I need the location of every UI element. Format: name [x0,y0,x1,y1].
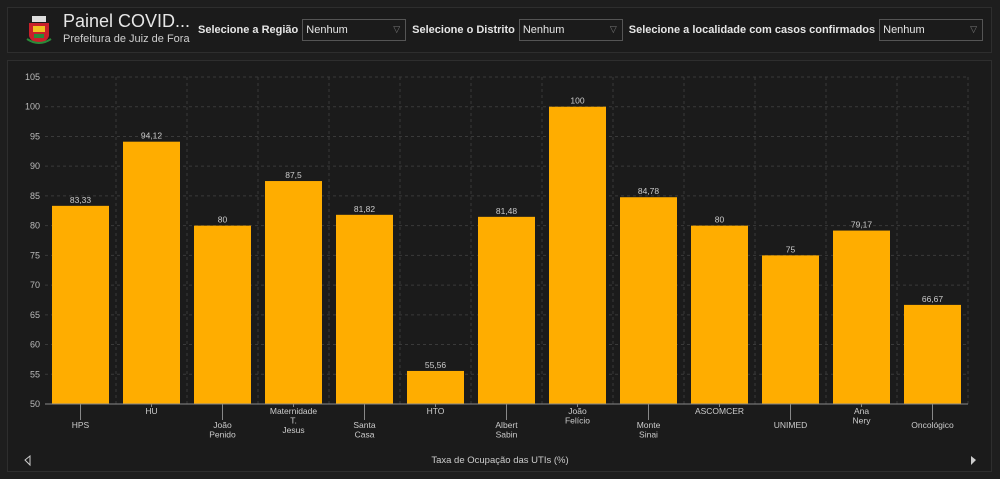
value-label: 79,17 [851,220,873,230]
value-label: 66,67 [922,294,944,304]
value-label: 75 [786,244,796,254]
title-block: Painel COVID... Prefeitura de Juiz de Fo… [63,10,195,46]
locality-select[interactable]: Nenhum ▽ [879,19,984,41]
bar-5[interactable] [407,370,464,404]
district-label: Selecione o Distrito [412,24,515,36]
x-tick-label: Maternidade [270,406,318,416]
scroll-left-icon[interactable] [24,454,31,467]
x-tick-label: Jesus [282,425,304,435]
x-tick-label: HPS [72,420,90,430]
locality-label: Selecione a localidade com casos confirm… [628,24,876,36]
x-tick-label: Santa [353,420,375,430]
bar-3[interactable] [265,181,322,404]
x-tick-label: Casa [355,430,375,440]
x-tick-label: Nery [853,416,872,426]
locality-value: Nenhum [883,24,925,36]
y-tick-label: 60 [30,340,40,350]
bar-1[interactable] [123,141,180,405]
bar-2[interactable] [194,225,251,404]
y-tick-label: 75 [30,250,40,260]
bar-11[interactable] [833,230,890,404]
x-tick-label: UNIMED [774,420,808,430]
header: Painel COVID... Prefeitura de Juiz de Fo… [7,7,992,53]
x-axis-title: Taxa de Ocupação das UTIs (%) [431,455,568,466]
x-tick-label: João [568,406,587,416]
x-tick-label: T. [290,416,297,426]
region-value: Nenhum [306,24,348,36]
x-tick-label: Ana [854,406,869,416]
value-label: 81,82 [354,204,376,214]
value-label: 87,5 [285,170,302,180]
chevron-down-icon: ▽ [970,24,978,34]
app-title: Painel COVID... [63,11,191,31]
x-tick-label: Penido [209,430,236,440]
district-value: Nenhum [522,24,565,36]
x-tick-label: Felício [565,416,590,426]
y-tick-label: 100 [25,102,40,112]
bar-9[interactable] [691,225,748,404]
y-tick-label: 95 [30,131,40,141]
bar-7[interactable] [549,106,606,405]
value-label: 55,56 [425,360,447,370]
bar-12[interactable] [904,304,961,404]
value-label: 80 [218,215,228,225]
value-label: 83,33 [70,195,92,205]
x-tick-label: João [213,420,232,430]
y-tick-label: 105 [25,72,40,82]
value-label: 81,48 [496,206,518,216]
bar-0[interactable] [52,205,109,404]
bar-8[interactable] [620,197,677,404]
x-tick-label: ASCOMCER [695,406,744,416]
y-tick-label: 65 [30,310,40,320]
y-tick-label: 90 [30,161,40,171]
x-tick-label: Monte [637,420,661,430]
x-tick-label: Sabin [496,430,518,440]
x-tick-label: Oncológico [911,420,954,430]
value-label: 80 [715,215,725,225]
district-select[interactable]: Nenhum ▽ [518,19,623,41]
x-tick-label: Sinai [639,430,658,440]
y-tick-label: 55 [30,369,40,379]
chevron-down-icon: ▽ [393,24,401,34]
value-label: 94,12 [141,131,163,141]
app-subtitle: Prefeitura de Juiz de Fora [63,33,190,45]
bar-6[interactable] [478,216,535,404]
y-tick-label: 70 [30,280,40,290]
coat-of-arms-logo [26,16,52,44]
bar-10[interactable] [762,255,819,404]
bar-4[interactable] [336,214,393,404]
value-label: 84,78 [638,186,660,196]
chevron-down-icon: ▽ [609,24,617,34]
x-tick-label: Albert [495,420,518,430]
filters-bar: Selecione a Região Nenhum ▽ Selecione o D… [198,19,985,41]
region-select[interactable]: Nenhum ▽ [302,19,407,41]
x-tick-label: HU [145,406,157,416]
value-label: 100 [570,96,584,106]
region-label: Selecione a Região [198,24,299,36]
scroll-right-icon[interactable] [971,456,976,465]
y-tick-label: 50 [30,399,40,409]
x-tick-label: HTO [427,406,445,416]
y-tick-label: 85 [30,191,40,201]
y-tick-label: 80 [30,221,40,231]
